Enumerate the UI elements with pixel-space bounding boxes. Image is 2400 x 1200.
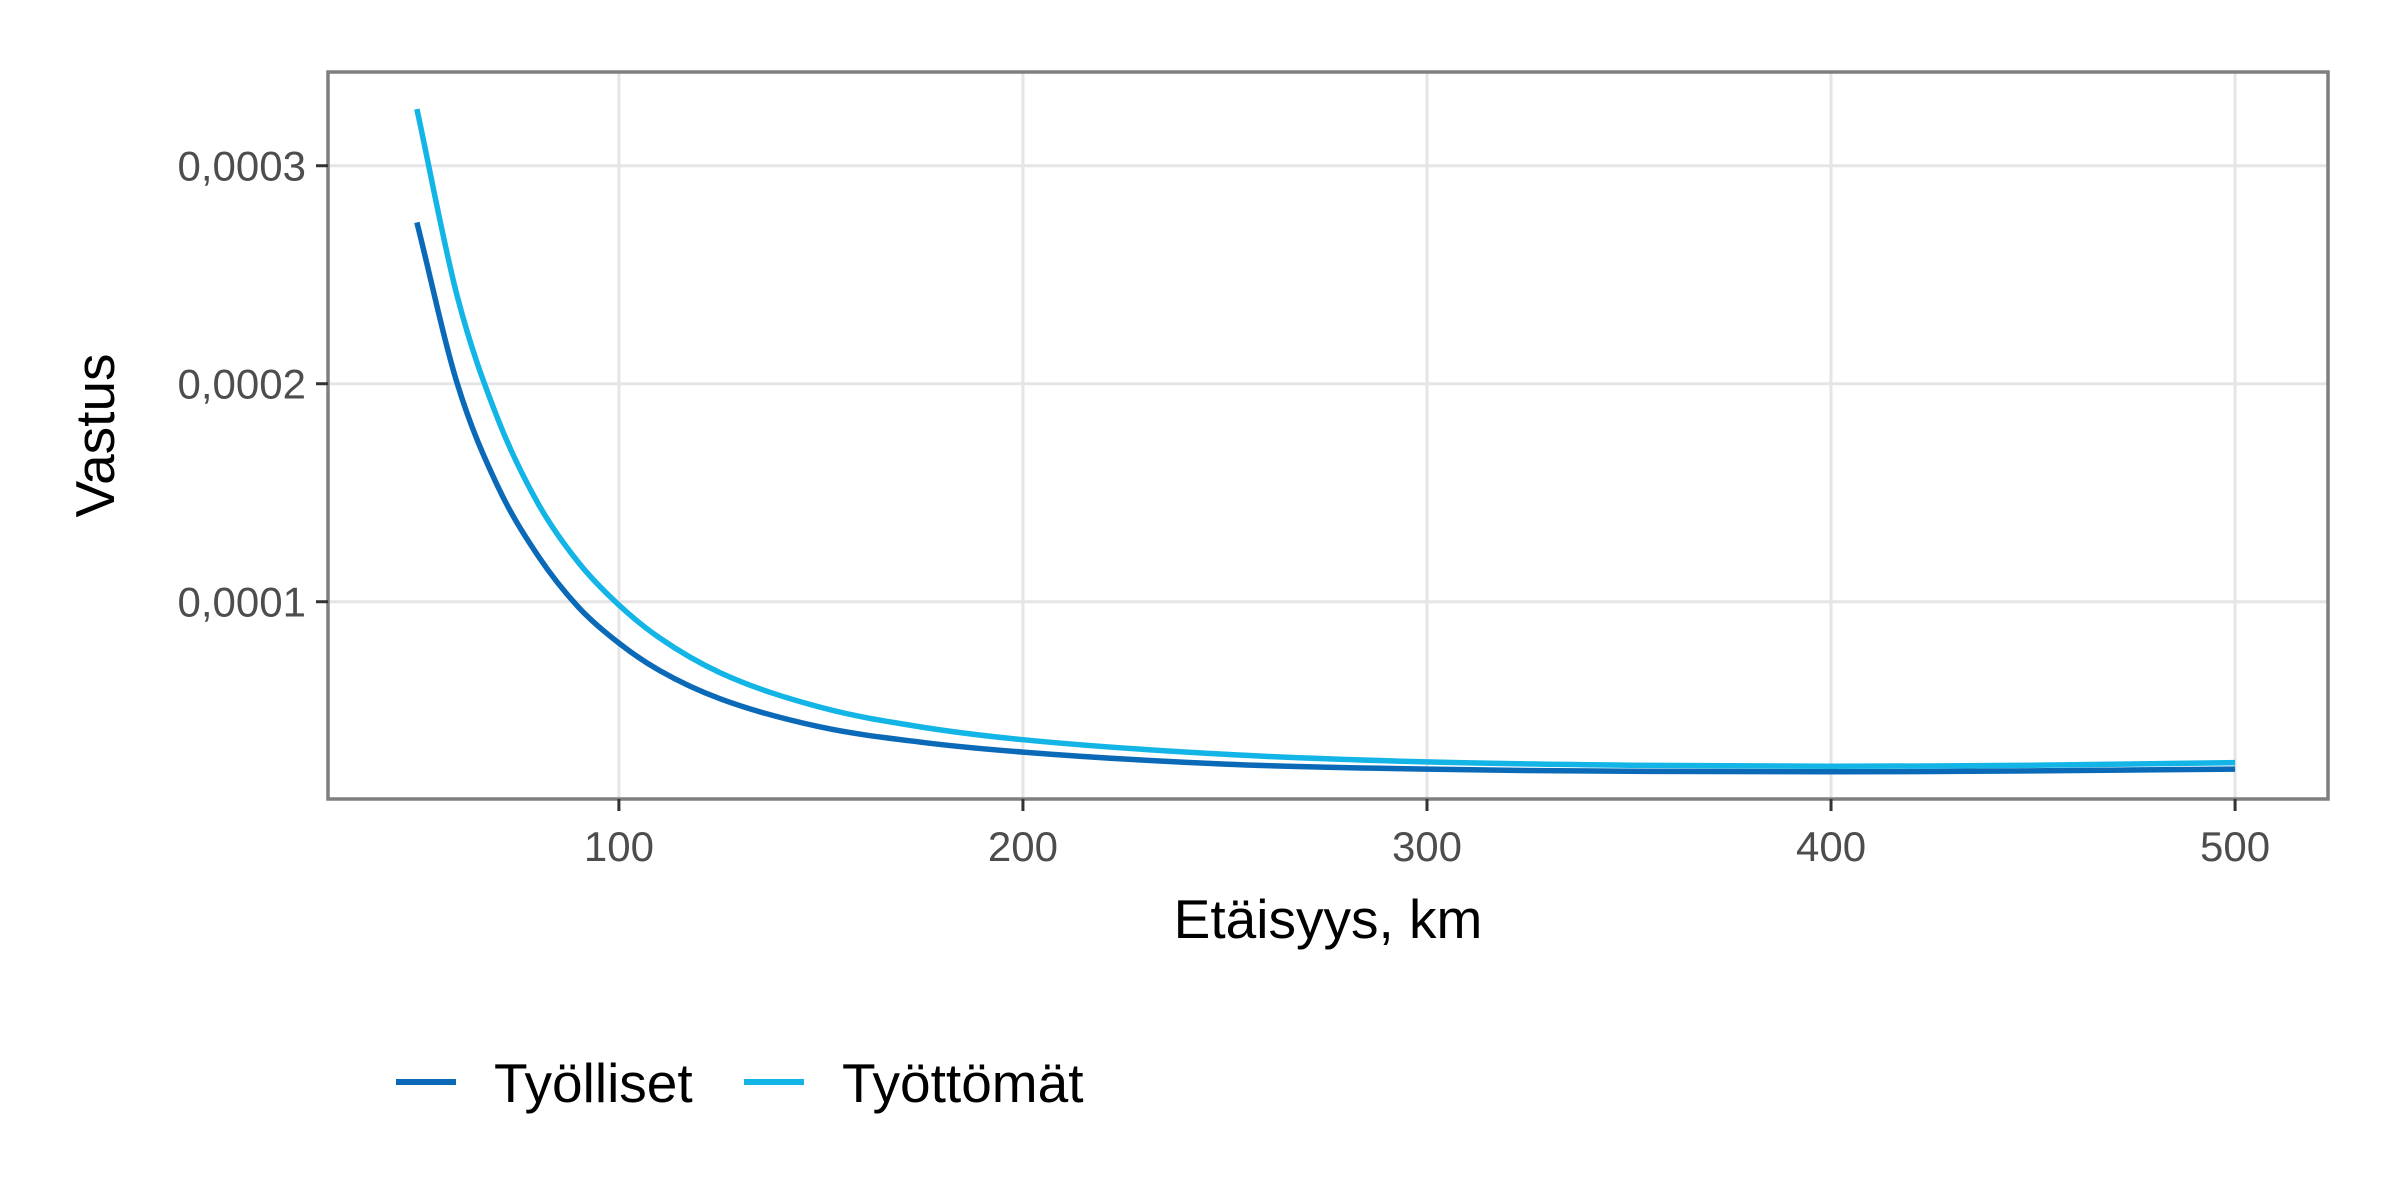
x-tick-label: 200 [988, 823, 1058, 870]
y-axis-title: Vastus [64, 353, 126, 517]
x-tick-label: 500 [2200, 823, 2270, 870]
series-line-tyottomat [414, 108, 2236, 770]
y-tick-label: 0,0002 [178, 361, 306, 408]
plot-panel-border [326, 70, 2330, 801]
ticks-layer: 100 200 300 400 500 0,0001 0,0002 0,0003 [178, 143, 2271, 870]
x-tick-label: 100 [584, 823, 654, 870]
x-axis-title: Etäisyys, km [1174, 888, 1483, 950]
legend-label: Työlliset [494, 1052, 693, 1114]
y-tick-label: 0,0003 [178, 143, 306, 190]
legend-item: Työttömät [744, 1052, 1083, 1114]
series-layer [414, 108, 2236, 775]
legend: Työlliset Työttömät [396, 1052, 1083, 1114]
legend-label: Työttömät [842, 1052, 1083, 1114]
legend-item: Työlliset [396, 1052, 693, 1114]
series-line-tyolliset [414, 221, 2236, 775]
grid-layer [328, 72, 2328, 799]
y-tick-label: 0,0001 [178, 579, 306, 626]
x-tick-label: 300 [1392, 823, 1462, 870]
x-tick-label: 400 [1796, 823, 1866, 870]
